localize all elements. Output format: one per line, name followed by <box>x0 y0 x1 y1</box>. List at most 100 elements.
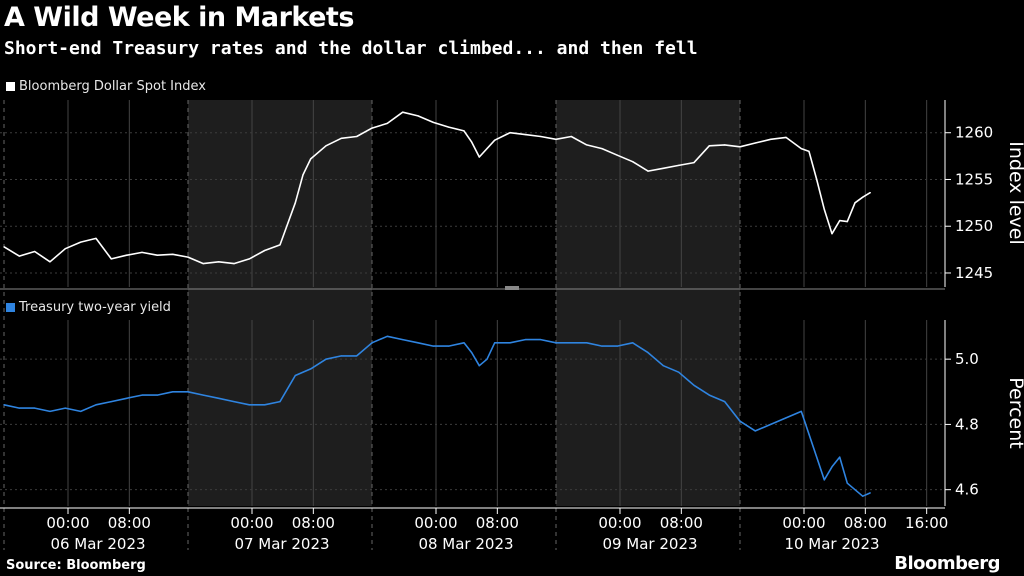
chart-title: A Wild Week in Markets <box>4 2 354 33</box>
data-point-1-9 <box>141 394 143 396</box>
data-point-0-27 <box>402 111 404 113</box>
data-point-1-59 <box>839 456 841 458</box>
data-point-1-8 <box>126 397 128 399</box>
data-point-1-13 <box>202 394 204 396</box>
data-point-1-54 <box>800 410 802 412</box>
data-point-1-57 <box>823 479 825 481</box>
data-point-0-14 <box>218 261 220 263</box>
data-point-1-16 <box>248 404 250 406</box>
data-point-1-27 <box>417 342 419 344</box>
x-tick-label-3-0: 00:00 <box>598 514 641 532</box>
data-point-0-46 <box>678 164 680 166</box>
data-point-1-7 <box>110 401 112 403</box>
data-point-0-55 <box>808 150 810 152</box>
series-line-0 <box>3 111 871 265</box>
data-point-0-61 <box>854 202 856 204</box>
data-point-0-36 <box>524 134 526 136</box>
data-point-0-18 <box>279 244 281 246</box>
data-point-0-8 <box>126 254 128 256</box>
data-point-0-21 <box>310 158 312 160</box>
data-point-1-61 <box>854 489 856 491</box>
legend-two-year-yield: Treasury two-year yield <box>6 300 171 315</box>
data-point-1-34 <box>494 342 496 344</box>
panel-splitter-handle <box>505 286 519 290</box>
data-point-0-39 <box>570 135 572 138</box>
data-point-0-17 <box>264 249 266 252</box>
data-point-1-5 <box>80 410 82 412</box>
data-point-0-15 <box>233 263 235 265</box>
data-point-1-28 <box>432 345 434 347</box>
data-point-0-53 <box>785 136 787 138</box>
data-point-1-3 <box>49 410 51 412</box>
data-point-0-28 <box>417 115 419 117</box>
data-point-1-42 <box>616 345 618 347</box>
data-point-0-52 <box>770 138 772 140</box>
data-point-1-53 <box>785 417 787 419</box>
data-point-1-44 <box>647 352 649 354</box>
data-point-1-62 <box>862 495 864 497</box>
data-point-1-51 <box>754 430 756 432</box>
data-point-0-38 <box>555 138 557 140</box>
data-point-1-43 <box>632 342 634 344</box>
data-point-0-1 <box>18 255 20 257</box>
x-tick-label-3-1: 08:00 <box>660 514 703 532</box>
data-point-0-24 <box>356 135 358 138</box>
data-point-1-1 <box>18 407 20 409</box>
x-tick-label-2-1: 08:00 <box>476 514 519 532</box>
data-point-0-5 <box>80 241 82 243</box>
data-point-0-31 <box>463 130 465 132</box>
x-date-label-3: 09 Mar 2023 <box>602 535 697 553</box>
legend-swatch-blue <box>6 303 15 312</box>
data-point-1-56 <box>816 456 818 458</box>
data-point-1-32 <box>478 365 480 367</box>
data-point-1-17 <box>264 404 266 406</box>
x-tick-label-4-0: 00:00 <box>782 514 825 532</box>
y-tick-label-1-1: 4.8 <box>955 415 979 433</box>
data-point-1-14 <box>218 397 220 399</box>
data-point-0-62 <box>862 196 864 198</box>
data-point-0-22 <box>325 145 327 147</box>
data-point-0-0 <box>3 246 5 248</box>
x-date-label-2: 08 Mar 2023 <box>418 535 513 553</box>
data-point-1-39 <box>570 342 572 344</box>
data-point-0-3 <box>49 261 51 263</box>
data-point-1-4 <box>64 407 66 409</box>
data-point-1-31 <box>471 352 473 354</box>
data-point-0-2 <box>34 250 36 253</box>
data-point-0-50 <box>739 146 741 148</box>
data-point-0-10 <box>156 254 158 256</box>
x-tick-label-0-1: 08:00 <box>108 514 151 532</box>
data-point-0-60 <box>846 221 848 223</box>
x-tick-label-0-0: 00:00 <box>46 514 89 532</box>
data-point-1-50 <box>739 420 741 422</box>
data-point-0-56 <box>816 178 818 181</box>
data-point-1-36 <box>524 339 526 341</box>
data-point-1-58 <box>831 466 833 468</box>
data-point-0-35 <box>509 132 511 134</box>
data-point-1-22 <box>340 355 342 357</box>
data-point-1-26 <box>402 339 404 341</box>
data-point-1-25 <box>386 335 388 337</box>
legend-swatch-white <box>6 82 15 91</box>
data-point-1-29 <box>448 345 450 347</box>
y-axis-title-1: Percent <box>1005 377 1024 449</box>
data-point-1-11 <box>172 391 174 393</box>
data-point-1-0 <box>3 404 5 406</box>
chart-subtitle: Short-end Treasury rates and the dollar … <box>4 38 698 59</box>
y-tick-label-1-0: 4.6 <box>955 481 979 499</box>
y-tick-label-1-2: 5.0 <box>955 350 979 368</box>
y-tick-label-0-3: 1260 <box>955 124 993 142</box>
data-point-1-63 <box>869 492 871 494</box>
data-point-1-41 <box>601 345 603 347</box>
data-point-0-32 <box>471 141 473 143</box>
y-tick-label-0-0: 1245 <box>955 264 993 282</box>
data-point-1-40 <box>586 342 588 344</box>
data-point-0-29 <box>432 121 434 123</box>
data-point-0-25 <box>371 127 373 129</box>
bloomberg-logo: Bloomberg <box>894 553 1000 574</box>
data-point-0-51 <box>754 142 756 144</box>
data-point-1-37 <box>540 339 542 341</box>
data-point-0-58 <box>831 233 833 235</box>
data-point-1-19 <box>294 374 296 377</box>
